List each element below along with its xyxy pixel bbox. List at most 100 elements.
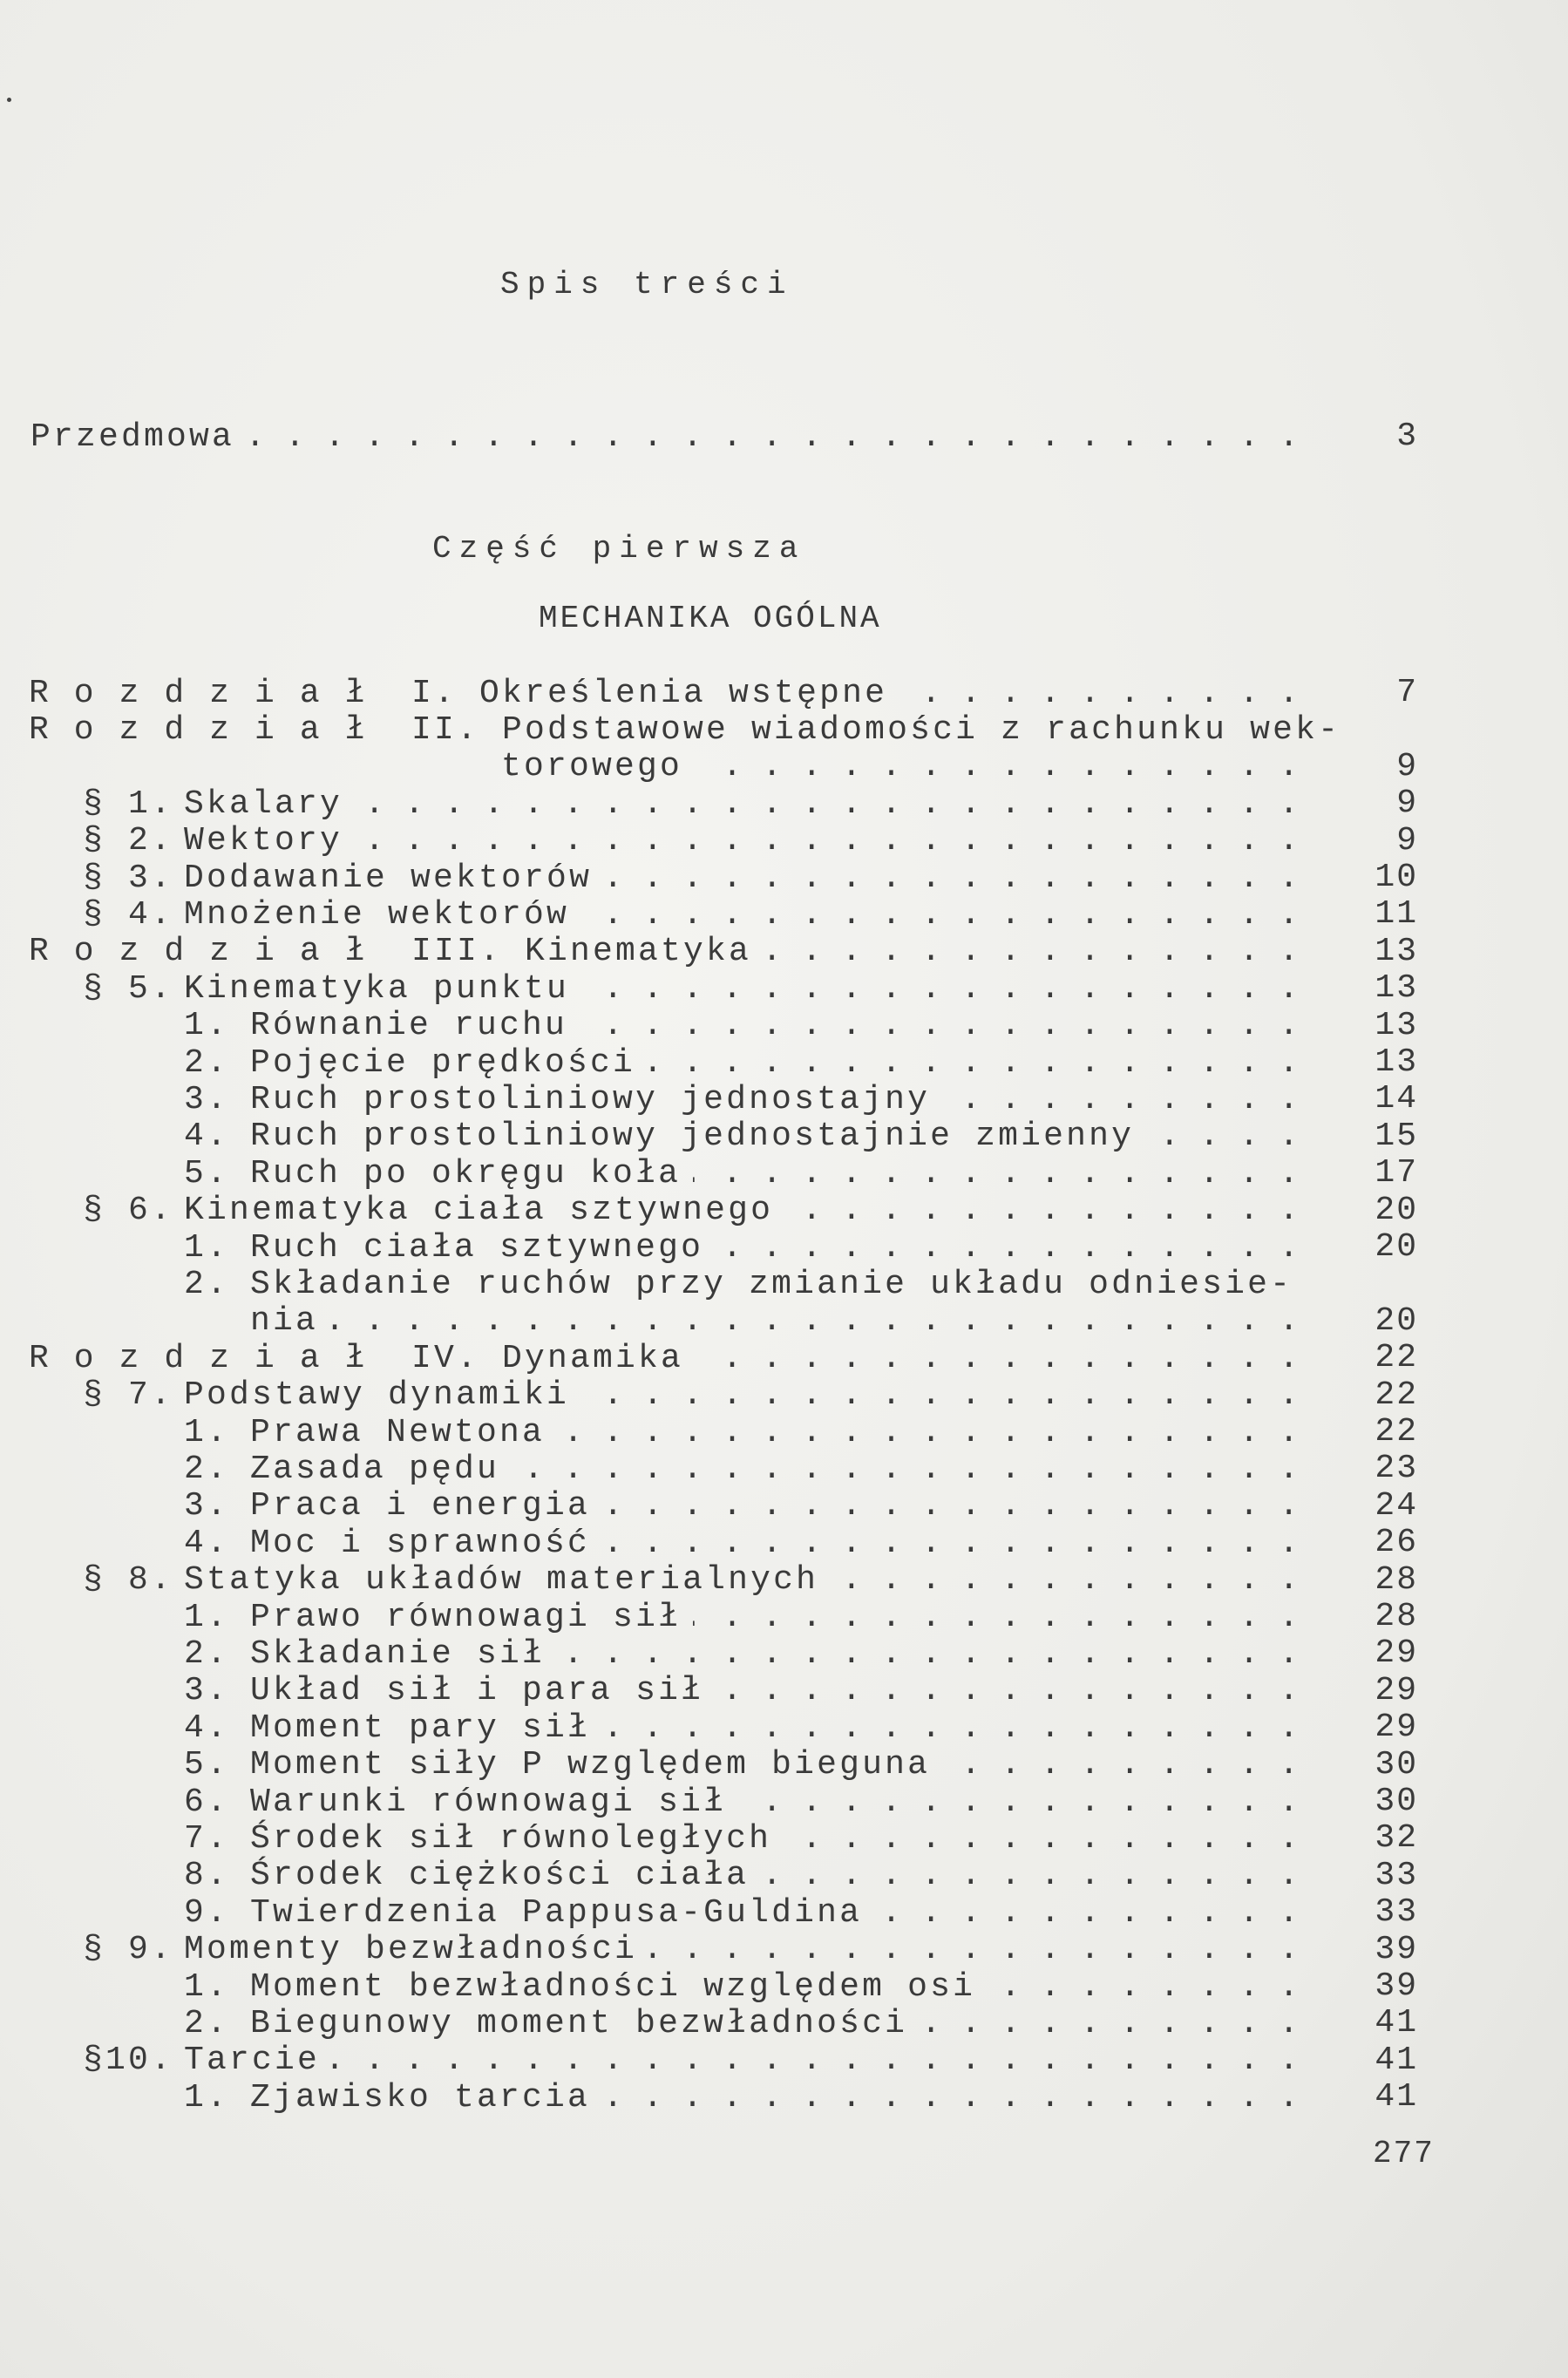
toc-entry[interactable]: § 8. Statyka układów materialnych . . . . … [0,1561,1299,1600]
entry-text: Wektory [184,822,343,860]
entry-page: 32 [1375,1819,1418,1858]
dot-leader: . . . . . . . . . . . . . . . . . . . . … [557,1634,1299,1673]
toc-entry[interactable]: § 2. Wektory . . . . . . . . . . . . . . .… [0,822,1299,860]
toc-entry[interactable]: 9. Twierdzenia Pappusa-Guldina . . . . . .… [0,1893,1299,1932]
entry-marker: 1. [184,2078,230,2116]
toc-entry[interactable]: 1. Prawo równowagi sił . . . . . . . . . .… [0,1599,1299,1636]
entry-page: 30 [1375,1745,1418,1784]
entry-text: II. Podstawowe wiadomości z rachunku wek… [411,710,1341,749]
dot-leader: . . . . . . . . . . . . . . . . . . . . … [716,1228,1299,1267]
dot-leader: . . . . . . . . . . . . . . . . . . . . … [355,822,1299,860]
toc-entry[interactable]: 3. Ruch prostoliniowy jednostajny . . . . … [0,1081,1299,1118]
toc-entry[interactable]: 5. Moment siły P względem bieguna . . . . … [0,1746,1299,1784]
entry-marker: § 1. [83,785,174,823]
dot-leader: . . . . . . . . . . . . . . . . . . . . … [988,1967,1299,2006]
entry-text: Moment bezwładności względem osi [250,1967,976,2006]
toc-entry[interactable]: 4. Ruch prostoliniowy jednostajnie zmienn… [0,1118,1299,1155]
entry-marker: 4. [184,1118,230,1156]
toc-entry[interactable]: torowego . . . . . . . . . . . . . . . . … [0,748,1299,785]
page-number: 277 [1373,2136,1435,2171]
entry-page: 29 [1375,1671,1418,1709]
entry-text: Moment pary sił [250,1709,591,1747]
toc-entry[interactable]: 1. Moment bezwładności względem osi . . . … [0,1967,1299,2006]
entry-text: Biegunowy moment bezwładności [250,2004,908,2042]
toc-entry[interactable]: Rozdział II. Podstawowe wiadomości z rach… [0,711,1338,749]
entry-marker: 4. [184,1709,230,1747]
toc-entry[interactable]: 3. Praca i energia . . . . . . . . . . . .… [0,1487,1299,1525]
entry-page: 11 [1375,895,1418,934]
toc-entry[interactable]: Rozdział I. Określenia wstępne . . . . . .… [0,675,1299,712]
entry-page: 20 [1375,1191,1418,1229]
toc-entry[interactable]: 1. Zjawisko tarcia . . . . . . . . . . . .… [0,2079,1299,2116]
toc-entry[interactable]: §10. Tarcie . . . . . . . . . . . . . . . … [0,2042,1299,2079]
dot-leader: . . . . . . . . . . . . . . . . . . . . … [581,895,1299,934]
toc-entry[interactable]: 1. Równanie ruchu . . . . . . . . . . . . … [0,1007,1299,1045]
entry-page: 9 [1396,821,1418,859]
entry-page: 7 [1396,674,1418,711]
dot-leader: . . . . . . . . . . . . . . . . . . . . … [831,1561,1299,1600]
toc-entry[interactable]: Rozdział IV. Dynamika . . . . . . . . . . … [0,1339,1299,1377]
entry-text: Kinematyka punktu [184,969,570,1008]
toc-entry[interactable]: § 5. Kinematyka punktu . . . . . . . . . .… [0,969,1299,1008]
toc-entry[interactable]: 4. Moc i sprawność . . . . . . . . . . . .… [0,1524,1299,1562]
toc-entry[interactable]: 2. Składanie ruchów przy zmianie układu o… [0,1266,1299,1303]
toc-entry[interactable]: § 6. Kinematyka ciała sztywnego . . . . . … [0,1192,1299,1229]
entry-page: 29 [1375,1634,1418,1673]
toc-entry[interactable]: § 4. Mnożenie wektorów . . . . . . . . . .… [0,895,1299,934]
toc-entry[interactable]: § 3. Dodawanie wektorów . . . . . . . . . … [0,859,1299,897]
dot-leader: . . . . . . . . . . . . . . . . . . . . … [332,2042,1299,2080]
dot-leader: . . . . . . . . . . . . . . . . . . . . … [1146,1118,1299,1156]
entry-page: 13 [1375,932,1418,970]
toc-entry[interactable]: 8. Środek ciężkości ciała . . . . . . . . … [0,1857,1299,1895]
entry-page: 23 [1375,1450,1418,1488]
entry-text: Warunki równowagi sił [250,1783,727,1821]
entry-text: Składanie sił [250,1634,546,1673]
toc-entry[interactable]: § 7. Podstawy dynamiki . . . . . . . . . .… [0,1376,1299,1414]
entry-marker: § 8. [83,1561,174,1600]
toc-entry[interactable]: 3. Układ sił i para sił . . . . . . . . . … [0,1672,1299,1709]
entry-marker: 5. [184,1746,230,1784]
dot-leader: . . . . . . . . . . . . . . . . . . . . … [557,1413,1299,1451]
toc-entry[interactable]: 6. Warunki równowagi sił . . . . . . . . .… [0,1783,1299,1821]
dot-leader: . . . . . . . . . . . . . . . . . . . . … [602,1709,1299,1747]
entry-marker: 8. [184,1857,230,1895]
entry-page: 39 [1375,1967,1418,2005]
entry-text: IV. Dynamika [411,1339,684,1377]
toc-entry[interactable]: Rozdział III. Kinematyka . . . . . . . . .… [0,933,1299,970]
entry-page: 15 [1375,1117,1418,1155]
toc-entry-preface[interactable]: Przedmowa . . . . . . . . . . . . . . . … [0,418,1299,456]
dot-leader: . . . . . . . . . . . . . . . . . . . . … [580,1007,1299,1045]
entry-marker: 2. [184,1043,230,1082]
entry-page: 28 [1375,1560,1418,1599]
entry-marker: 2. [184,1450,230,1488]
dot-leader: . . . . . . . . . . . . . . . . . . . . … [235,418,1299,456]
toc-entry[interactable]: 2. Biegunowy moment bezwładności . . . . .… [0,2005,1299,2042]
toc-entry[interactable]: 4. Moment pary sił . . . . . . . . . . . .… [0,1709,1299,1747]
toc-entry[interactable]: 1. Ruch ciała sztywnego . . . . . . . . . … [0,1228,1299,1267]
toc-entry[interactable]: § 1. Skalary . . . . . . . . . . . . . . .… [0,785,1299,823]
toc-entry[interactable]: 1. Prawa Newtona . . . . . . . . . . . . .… [0,1414,1299,1451]
entry-text: Ruch po okręgu koła [250,1154,682,1192]
entry-text: Moment siły P względem bieguna [250,1746,931,1784]
toc-entry[interactable]: 2. Składanie sił . . . . . . . . . . . . .… [0,1634,1299,1673]
toc-entry[interactable]: 5. Ruch po okręgu koła . . . . . . . . . .… [0,1155,1299,1192]
entry-text: Środek sił równoległych [250,1819,772,1858]
entry-text: Pojęcie prędkości [250,1043,636,1082]
entry-text: Momenty bezwładności [184,1931,638,1969]
toc-entry[interactable]: § 9. Momenty bezwładności . . . . . . . . … [0,1931,1299,1969]
entry-page: 41 [1375,2078,1418,2116]
dot-leader: . . . . . . . . . . . . . . . . . . . . … [602,1524,1299,1562]
section-heading: MECHANIKA OGÓLNA [539,601,882,636]
entry-page: 22 [1375,1413,1418,1451]
toc-entry[interactable]: 7. Środek sił równoległych . . . . . . . .… [0,1819,1299,1858]
toc-entry[interactable]: nia . . . . . . . . . . . . . . . . . . .… [0,1302,1299,1340]
entry-text: Przedmowa [31,418,235,456]
toc-entry[interactable]: 2. Pojęcie prędkości . . . . . . . . . . .… [0,1043,1299,1082]
entry-marker: § 2. [83,822,174,860]
dot-leader: . . . . . . . . . . . . . . . . . . . . … [512,1450,1299,1488]
entry-text: Moc i sprawność [250,1524,591,1562]
toc-entry[interactable]: 2. Zasada pędu . . . . . . . . . . . . . .… [0,1450,1299,1488]
dot-leader: . . . . . . . . . . . . . . . . . . . . … [874,1893,1299,1932]
dot-leader: . . . . . . . . . . . . . . . . . . . . … [581,969,1299,1008]
entry-page: 3 [1396,418,1418,455]
